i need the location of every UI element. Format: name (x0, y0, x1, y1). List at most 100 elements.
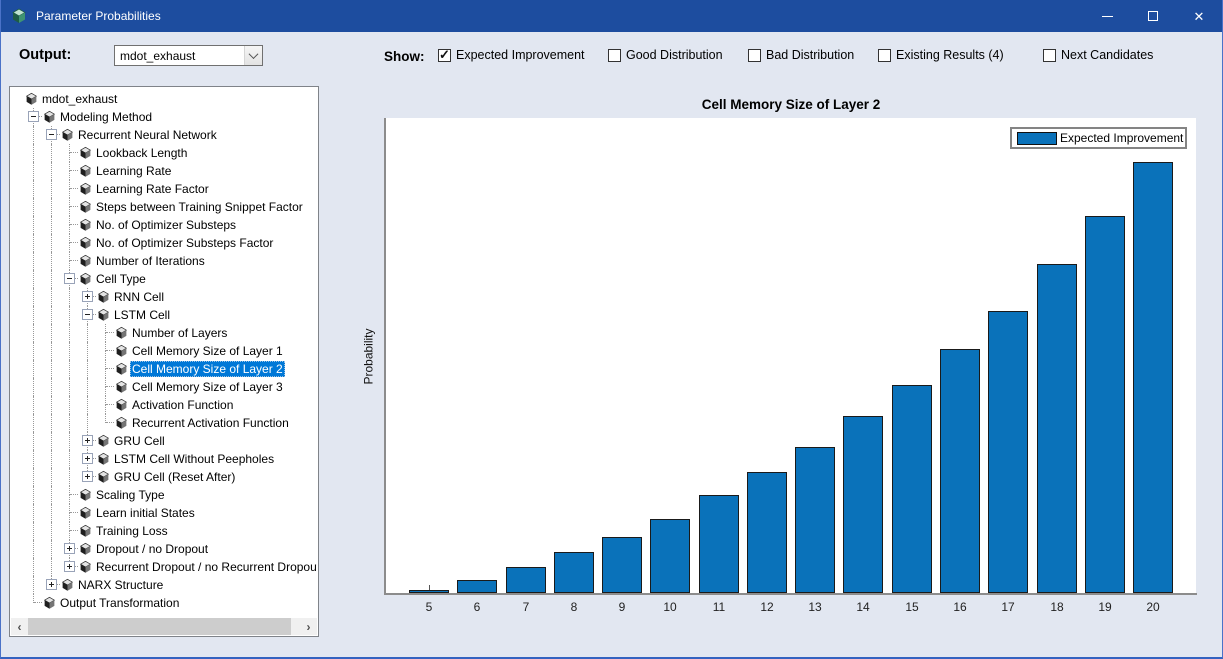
tree-connector (69, 495, 70, 504)
tree-item-learning-rate[interactable]: Learning Rate (11, 162, 317, 180)
cube-icon (97, 290, 110, 303)
cube-icon (79, 560, 92, 573)
tree-item-learning-rate-factor[interactable]: Learning Rate Factor (11, 180, 317, 198)
tree-connector (51, 198, 52, 216)
dropdown-arrow-button[interactable] (244, 46, 262, 65)
checkbox-expected-improvement[interactable]: Expected Improvement (438, 47, 585, 63)
tree-item-lookback-length[interactable]: Lookback Length (11, 144, 317, 162)
tree-connector (33, 288, 34, 306)
unchecked-checkbox-icon (608, 48, 621, 62)
output-dropdown[interactable]: mdot_exhaust (114, 45, 263, 66)
minimize-button[interactable] (1084, 0, 1130, 32)
expand-toggle[interactable] (64, 543, 75, 554)
tree-item-no-of-optimizer-substeps-factor[interactable]: No. of Optimizer Substeps Factor (11, 234, 317, 252)
tree-connector (51, 360, 52, 378)
tree-item-steps-between-training-snippet-factor[interactable]: Steps between Training Snippet Factor (11, 198, 317, 216)
x-tick-label: 15 (905, 600, 919, 614)
tree-connector (33, 180, 34, 198)
expand-toggle[interactable] (82, 291, 93, 302)
expand-toggle[interactable] (82, 453, 93, 464)
tree-item-recurrent-activation-function[interactable]: Recurrent Activation Function (11, 414, 317, 432)
cube-icon (79, 236, 92, 249)
checkbox-bad-distribution[interactable]: Bad Distribution (748, 48, 854, 62)
scrollbar-thumb[interactable] (28, 618, 291, 635)
collapse-toggle[interactable] (64, 273, 75, 284)
tree-connector (51, 324, 52, 342)
x-tick-label: 18 (1050, 600, 1064, 614)
tree-connector (69, 504, 70, 513)
tree-connector (69, 144, 70, 153)
tree-item-mdot-exhaust[interactable]: mdot_exhaust (11, 90, 317, 108)
tree-connector (69, 234, 70, 243)
tree-item-label: Modeling Method (60, 110, 153, 124)
collapse-toggle[interactable] (46, 129, 57, 140)
cube-icon (97, 308, 110, 321)
bar-8 (554, 552, 594, 593)
tree-connector (69, 180, 70, 189)
tree-item-cell-type[interactable]: Cell Type (11, 270, 317, 288)
tree-item-label: Number of Iterations (96, 254, 205, 268)
tree-item-recurrent-dropout-no-recurrent-dropout[interactable]: Recurrent Dropout / no Recurrent Dropout (11, 558, 317, 576)
tree-connector (51, 468, 52, 486)
expand-toggle[interactable] (64, 561, 75, 572)
tree-item-rnn-cell[interactable]: RNN Cell (11, 288, 317, 306)
tree-connector (69, 243, 70, 252)
maximize-button[interactable] (1130, 0, 1176, 32)
tree-connector (33, 576, 34, 594)
tree-item-recurrent-neural-network[interactable]: Recurrent Neural Network (11, 126, 317, 144)
cube-icon (61, 128, 74, 141)
close-button[interactable]: ✕ (1176, 0, 1222, 32)
output-dropdown-value: mdot_exhaust (120, 48, 196, 63)
collapse-toggle[interactable] (28, 111, 39, 122)
cube-icon (79, 488, 92, 501)
expand-toggle[interactable] (82, 471, 93, 482)
checkbox-good-distribution[interactable]: Good Distribution (608, 48, 723, 62)
tree-item-scaling-type[interactable]: Scaling Type (11, 486, 317, 504)
scrollbar-track[interactable] (28, 618, 300, 635)
scroll-right-button[interactable]: › (306, 619, 311, 634)
tree-item-cell-memory-size-of-layer-2[interactable]: Cell Memory Size of Layer 2 (11, 360, 317, 378)
tree-item-lstm-cell[interactable]: LSTM Cell (11, 306, 317, 324)
tree-connector (87, 396, 88, 414)
horizontal-scrollbar[interactable]: ‹ › (11, 618, 317, 635)
tree-item-cell-memory-size-of-layer-3[interactable]: Cell Memory Size of Layer 3 (11, 378, 317, 396)
tree-connector (33, 450, 34, 468)
tree-connector (69, 513, 70, 522)
window-title: Parameter Probabilities (36, 9, 161, 23)
tree-connector (70, 188, 78, 189)
tree-item-number-of-iterations[interactable]: Number of Iterations (11, 252, 317, 270)
cube-icon (61, 578, 74, 591)
tree-item-lstm-cell-without-peepholes[interactable]: LSTM Cell Without Peepholes (11, 450, 317, 468)
tree-item-activation-function[interactable]: Activation Function (11, 396, 317, 414)
cube-icon (25, 92, 38, 105)
tree-item-label: Dropout / no Dropout (96, 542, 209, 556)
tree-connector (33, 270, 34, 288)
tree-connector (106, 350, 114, 351)
tree-item-number-of-layers[interactable]: Number of Layers (11, 324, 317, 342)
tree-item-output-transformation[interactable]: Output Transformation (11, 594, 317, 612)
tree-connector (69, 324, 70, 342)
tree-item-gru-cell[interactable]: GRU Cell (11, 432, 317, 450)
tree-connector (33, 378, 34, 396)
checkbox-next-candidates[interactable]: Next Candidates (1043, 48, 1153, 62)
tree-connector (70, 170, 78, 171)
tree-item-no-of-optimizer-substeps[interactable]: No. of Optimizer Substeps (11, 216, 317, 234)
tree-connector (105, 333, 106, 342)
tree-item-gru-cell-reset-after[interactable]: GRU Cell (Reset After) (11, 468, 317, 486)
tree-item-modeling-method[interactable]: Modeling Method (11, 108, 317, 126)
expand-toggle[interactable] (82, 435, 93, 446)
tree-item-label: No. of Optimizer Substeps Factor (96, 236, 274, 250)
scroll-left-button[interactable]: ‹ (17, 619, 22, 634)
tree-item-learn-initial-states[interactable]: Learn initial States (11, 504, 317, 522)
tree-item-cell-memory-size-of-layer-1[interactable]: Cell Memory Size of Layer 1 (11, 342, 317, 360)
collapse-toggle[interactable] (82, 309, 93, 320)
bar-5 (409, 590, 449, 593)
maximize-icon (1148, 11, 1158, 21)
tree-item-training-loss[interactable]: Training Loss (11, 522, 317, 540)
tree-item-narx-structure[interactable]: NARX Structure (11, 576, 317, 594)
tree-item-label: RNN Cell (114, 290, 165, 304)
expand-toggle[interactable] (46, 579, 57, 590)
close-icon: ✕ (1193, 8, 1205, 24)
checkbox-existing-results-4[interactable]: Existing Results (4) (878, 48, 1004, 62)
tree-item-dropout-no-dropout[interactable]: Dropout / no Dropout (11, 540, 317, 558)
